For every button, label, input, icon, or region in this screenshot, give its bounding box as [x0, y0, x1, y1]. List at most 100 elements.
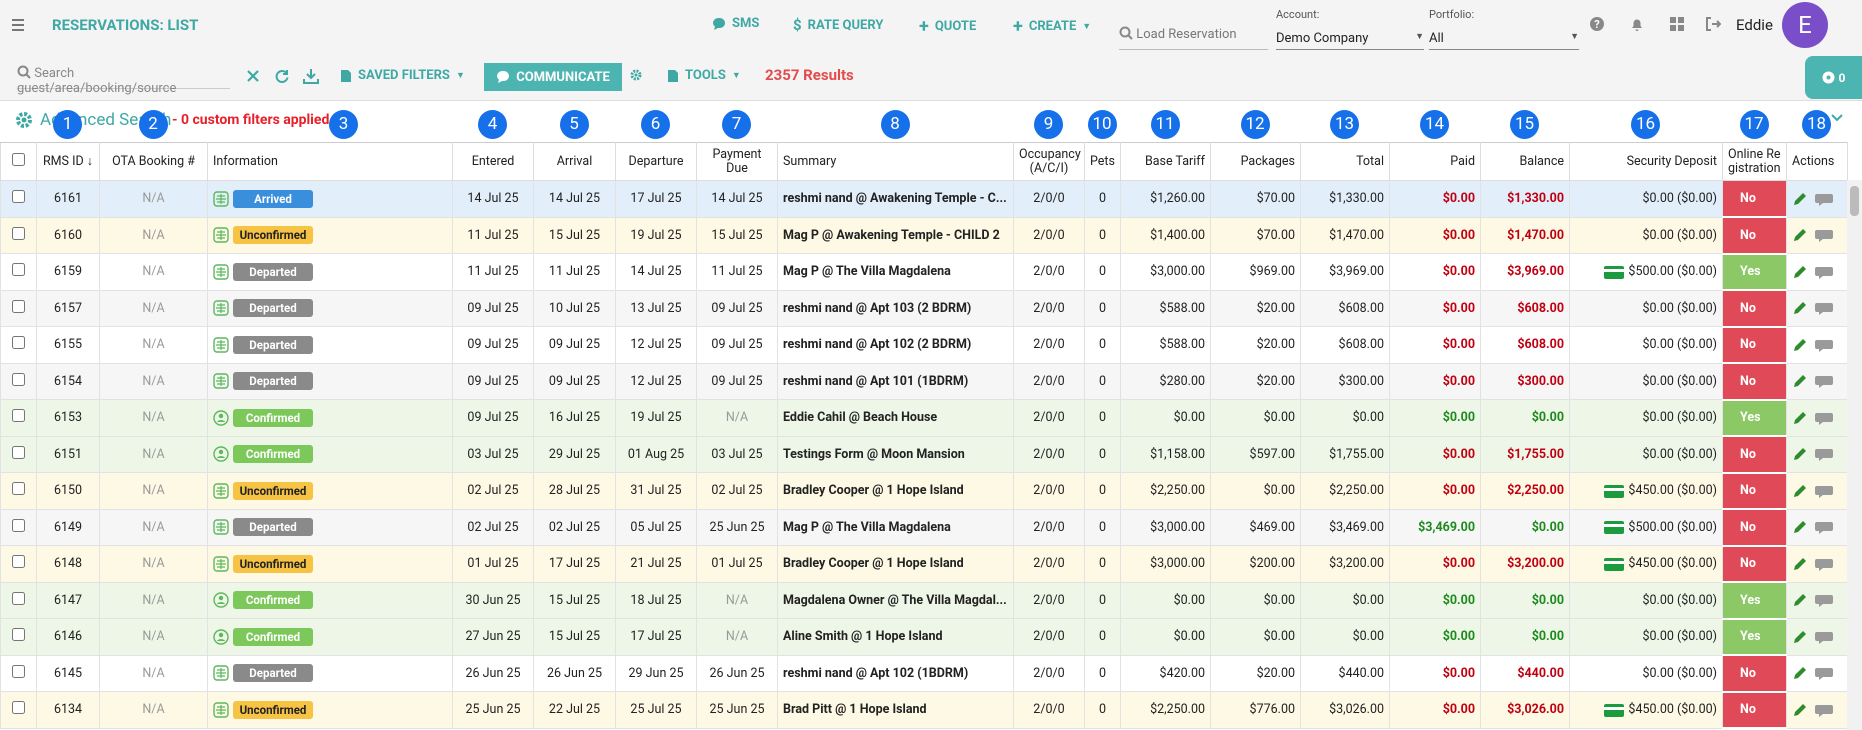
pets: 0: [1098, 519, 1107, 535]
arrival-cell: 29 Jul 25: [533, 435, 616, 473]
summary-cell: reshmi nand @ Apt 102 (1BDRM): [777, 654, 1014, 692]
actions-cell: [1786, 618, 1848, 656]
summary: Mag P @ Awakening Temple - CHILD 2: [783, 227, 1000, 243]
row-checkbox[interactable]: [12, 409, 25, 423]
header-label: OTA Booking #: [112, 153, 195, 169]
security-deposit-cell: $0.00 ($0.00): [1569, 435, 1723, 473]
payment-due: 09 Jul 25: [711, 373, 763, 389]
action-icons[interactable]: [1792, 191, 1836, 207]
nav-quote[interactable]: + QUOTE: [919, 16, 976, 37]
balance: $1,755.00: [1507, 446, 1564, 462]
annotation-marker: 18: [1802, 110, 1831, 139]
action-icons[interactable]: [1792, 373, 1836, 389]
search-input[interactable]: Search guest/area/booking/source: [17, 65, 230, 96]
action-icons[interactable]: [1792, 300, 1836, 316]
pets-cell: 0: [1084, 545, 1121, 583]
logout-icon[interactable]: [1705, 16, 1721, 32]
payment-due: 03 Jul 25: [711, 446, 763, 462]
annotation-marker: 10: [1087, 110, 1117, 139]
row-checkbox[interactable]: [12, 336, 25, 350]
load-input[interactable]: Load Reservation: [1119, 26, 1268, 50]
header-label: Packages: [1240, 153, 1295, 169]
action-icons[interactable]: [1792, 446, 1836, 462]
action-icons[interactable]: [1792, 337, 1836, 353]
departure: 12 Jul 25: [630, 373, 682, 389]
departure: 05 Jul 25: [630, 519, 682, 535]
select-all[interactable]: [12, 153, 25, 166]
summary: Brad Pitt @ 1 Hope Island: [783, 702, 927, 718]
tools[interactable]: TOOLS ▼: [667, 68, 741, 83]
row-checkbox[interactable]: [12, 555, 25, 569]
apps-icon[interactable]: [1669, 16, 1685, 32]
payment-due-cell: N/A: [696, 581, 778, 619]
action-icons[interactable]: [1792, 483, 1836, 499]
online-registration-cell: No: [1722, 180, 1787, 218]
action-icons[interactable]: [1792, 519, 1836, 535]
refresh-icon[interactable]: [274, 68, 290, 84]
row-checkbox[interactable]: [12, 482, 25, 496]
action-icons[interactable]: [1792, 227, 1836, 243]
base-tariff: $2,250.00: [1150, 483, 1205, 499]
row-checkbox[interactable]: [12, 263, 25, 277]
avatar[interactable]: E: [1782, 2, 1828, 48]
rms-id: 6155: [53, 337, 83, 353]
row-checkbox[interactable]: [12, 518, 25, 532]
arrival-cell: 10 Jul 25: [533, 289, 616, 327]
nav-sms[interactable]: SMS: [712, 16, 759, 31]
action-icons[interactable]: [1792, 556, 1836, 572]
paid: $0.00: [1442, 629, 1475, 645]
action-icons[interactable]: [1792, 410, 1836, 426]
settings-icon[interactable]: [629, 68, 645, 84]
dot-icon: [1822, 71, 1835, 84]
filter-gear[interactable]: [14, 110, 34, 130]
header-cell: Actions: [1786, 142, 1848, 181]
bell-icon[interactable]: [1629, 16, 1645, 32]
row-checkbox[interactable]: [12, 628, 25, 642]
saved-filters[interactable]: SAVED FILTERS ▼: [340, 68, 465, 83]
help-icon[interactable]: ?: [1589, 16, 1605, 32]
row-checkbox[interactable]: [12, 226, 25, 240]
download-icon[interactable]: [303, 68, 319, 84]
portfolio-select[interactable]: All ▼: [1429, 28, 1579, 50]
pets: 0: [1098, 629, 1107, 645]
arrival-cell: 15 Jul 25: [533, 581, 616, 619]
person-icon: [213, 410, 229, 426]
rms-id: 6154: [53, 373, 83, 389]
communicate-button[interactable]: COMMUNICATE: [484, 63, 622, 91]
departure-cell: 14 Jul 25: [615, 253, 697, 291]
menu-icon[interactable]: [10, 17, 26, 33]
row-checkbox[interactable]: [12, 664, 25, 678]
row-checkbox[interactable]: [12, 701, 25, 715]
departure-cell: 25 Jul 25: [615, 691, 697, 729]
clear-icon[interactable]: [246, 69, 260, 83]
scroll-thumb[interactable]: [1850, 186, 1859, 216]
rms-id-cell: 6148: [36, 545, 100, 583]
plus-icon: +: [919, 16, 929, 37]
row-checkbox[interactable]: [12, 591, 25, 605]
entered: 09 Jul 25: [467, 373, 519, 389]
nav-create[interactable]: + CREATE ▼: [1013, 16, 1091, 37]
action-icons[interactable]: [1792, 629, 1836, 645]
collapse-chevron[interactable]: [1831, 113, 1843, 123]
row-checkbox[interactable]: [12, 190, 25, 204]
nav-rate[interactable]: $ RATE QUERY: [793, 16, 883, 34]
action-icons[interactable]: [1792, 264, 1836, 280]
online-registration: No: [1740, 300, 1756, 316]
row-checkbox[interactable]: [12, 299, 25, 313]
ota-booking-cell: N/A: [99, 253, 208, 291]
rms-id-cell: 6154: [36, 362, 100, 400]
action-icons[interactable]: [1792, 592, 1836, 608]
header-cell: Entered: [452, 142, 534, 181]
departure-cell: 19 Jul 25: [615, 216, 697, 254]
actions-cell: [1786, 545, 1848, 583]
action-icons[interactable]: [1792, 702, 1836, 718]
total-cell: $1,470.00: [1300, 216, 1390, 254]
account-select[interactable]: Demo Company ▼: [1276, 28, 1424, 50]
row-checkbox[interactable]: [12, 372, 25, 386]
notification-button[interactable]: 0: [1805, 56, 1862, 99]
checkbox-cell: [0, 326, 37, 364]
total-cell: $608.00: [1300, 326, 1390, 364]
payment-due: 02 Jul 25: [711, 483, 763, 499]
row-checkbox[interactable]: [12, 445, 25, 459]
action-icons[interactable]: [1792, 665, 1836, 681]
